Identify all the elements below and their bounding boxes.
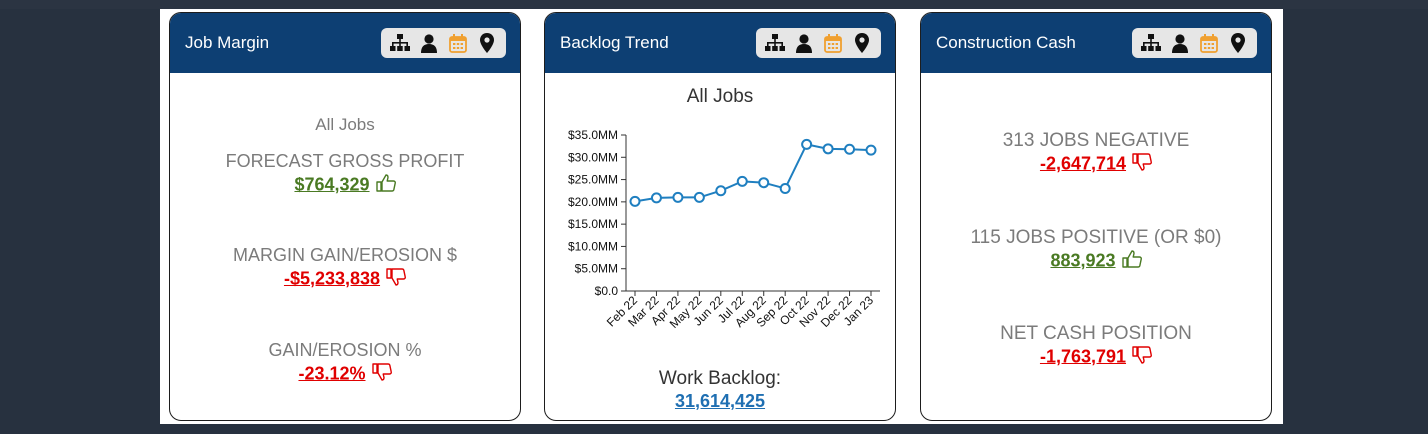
card-body: All Jobs FORECAST GROSS PROFIT $764,329 … [170, 73, 520, 420]
card-title: Construction Cash [936, 33, 1076, 52]
chart-title: All Jobs [686, 86, 754, 107]
card-header: Construction Cash [921, 13, 1271, 73]
data-point [736, 175, 748, 187]
card-header: Backlog Trend [545, 13, 895, 73]
card-body: 313 JOBS NEGATIVE -2,647,714 115 JOBS PO… [921, 73, 1271, 420]
card-header: Job Margin [170, 13, 520, 73]
data-point [779, 182, 791, 194]
calendar-icon[interactable] [447, 32, 469, 54]
gain-erosion-pct-value: -23.12% [170, 363, 520, 386]
filter-toolbar [756, 28, 881, 58]
margin-gain-erosion-label: MARGIN GAIN/EROSION $ [232, 245, 458, 265]
y-tick-label: $25.0MM [568, 173, 618, 187]
thumbs-down-icon [1132, 153, 1152, 176]
y-tick-label: $30.0MM [568, 150, 618, 164]
y-tick-label: $10.0MM [568, 239, 618, 253]
forecast-gross-profit-link[interactable]: $764,329 [294, 174, 370, 195]
filter-toolbar [381, 28, 506, 58]
work-backlog-link[interactable]: 31,614,425 [674, 391, 766, 411]
map-pin-icon[interactable] [476, 32, 498, 54]
scope-label: All Jobs [315, 115, 375, 134]
thumbs-down-icon [371, 363, 392, 386]
work-backlog-label: Work Backlog: [658, 368, 782, 389]
data-point [758, 177, 770, 189]
jobs-negative-label: 313 JOBS NEGATIVE [1002, 130, 1190, 151]
backlog-line-chart: $35.0MM $30.0MM $25.0MM $20.0MM $15.0MM $10.0… [568, 128, 880, 331]
backlog-trend-card: Backlog Trend All Jobs $35.0MM $30.0MM $25… [544, 12, 896, 421]
data-point [650, 192, 662, 204]
thumbs-up-icon [375, 174, 396, 197]
jobs-positive-value: 883,923 [921, 250, 1271, 273]
net-cash-position-link[interactable]: -1,763,791 [1039, 346, 1127, 367]
job-margin-card: Job Margin All Jobs FORECAST GROSS PROFI… [169, 12, 521, 421]
data-point [672, 191, 684, 203]
construction-cash-card: Construction Cash 313 JOBS NEGATIVE -2, [920, 12, 1272, 421]
map-pin-icon[interactable] [851, 32, 873, 54]
card-title: Backlog Trend [560, 33, 669, 52]
data-point [865, 144, 877, 156]
margin-gain-erosion-value: -$5,233,838 [170, 268, 520, 291]
org-chart-icon[interactable] [1140, 32, 1162, 54]
data-point [715, 185, 727, 197]
data-point [693, 191, 705, 203]
y-tick-label: $35.0MM [568, 128, 618, 142]
thumbs-up-icon [1121, 250, 1142, 273]
thumbs-down-icon [386, 268, 407, 291]
jobs-negative-value: -2,647,714 [921, 153, 1271, 176]
card-body: All Jobs $35.0MM $30.0MM $25.0MM $20.0MM $15… [545, 73, 895, 420]
y-tick-label: $15.0MM [568, 217, 618, 231]
calendar-icon[interactable] [1198, 32, 1220, 54]
org-chart-icon[interactable] [764, 32, 786, 54]
filter-toolbar [1132, 28, 1257, 58]
y-tick-label: $20.0MM [568, 195, 618, 209]
y-tick-label: $5.0MM [575, 262, 618, 276]
work-backlog-value: 31,614,425 [545, 391, 895, 412]
person-icon[interactable] [793, 32, 815, 54]
jobs-positive-label: 115 JOBS POSITIVE (OR $0) [970, 227, 1222, 248]
forecast-gross-profit-label: FORECAST GROSS PROFIT [225, 151, 465, 171]
data-point [629, 195, 641, 207]
top-strip [0, 0, 1428, 9]
data-point [844, 143, 856, 155]
person-icon[interactable] [1169, 32, 1191, 54]
y-tick-label: $0.0 [595, 284, 619, 298]
calendar-icon[interactable] [822, 32, 844, 54]
data-point [822, 143, 834, 155]
gain-erosion-pct-label: GAIN/EROSION % [268, 340, 422, 360]
backlog-series-line [634, 143, 872, 203]
data-point [801, 138, 813, 150]
gain-erosion-pct-link[interactable]: -23.12% [298, 363, 366, 384]
forecast-gross-profit-value: $764,329 [170, 174, 520, 197]
dashboard-canvas: Job Margin All Jobs FORECAST GROSS PROFI… [160, 9, 1283, 424]
net-cash-position-value: -1,763,791 [921, 346, 1271, 369]
org-chart-icon[interactable] [389, 32, 411, 54]
jobs-positive-link[interactable]: 883,923 [1050, 250, 1116, 271]
thumbs-down-icon [1132, 346, 1152, 369]
margin-gain-erosion-link[interactable]: -$5,233,838 [283, 268, 381, 289]
person-icon[interactable] [418, 32, 440, 54]
jobs-negative-link[interactable]: -2,647,714 [1039, 153, 1127, 174]
net-cash-position-label: NET CASH POSITION [1000, 323, 1192, 344]
card-title: Job Margin [185, 33, 270, 52]
map-pin-icon[interactable] [1227, 32, 1249, 54]
